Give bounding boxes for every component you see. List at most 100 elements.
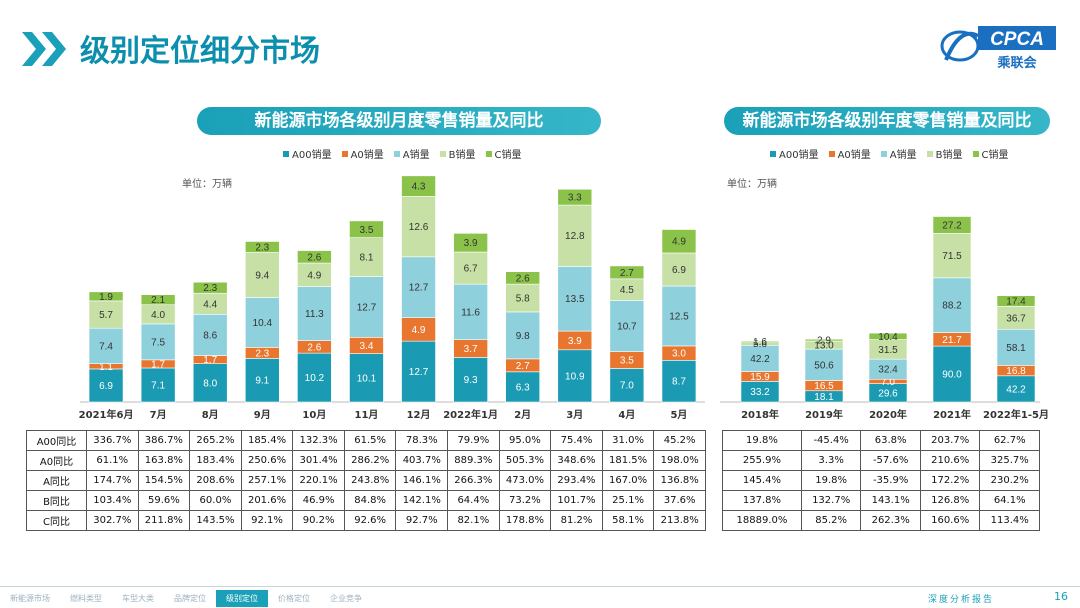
table-cell: 90.2% [292,510,345,531]
table-cell: 473.0% [498,470,552,491]
table-cell: -57.6% [860,450,921,471]
legend-b-annual: B销量 [926,146,963,161]
x-tick-label: 12月 [407,409,431,421]
data-label-a0: 2.3 [255,348,269,359]
x-tick-label: 3月 [566,409,583,421]
bar-segment-a [609,300,645,352]
table-cell: 220.1% [292,470,345,491]
table-cell: 60.0% [189,490,242,511]
data-label-c: 2.3 [255,242,269,253]
data-label-a00: 33.2 [750,387,770,398]
bar-segment-a00 [349,353,384,403]
data-label-a00: 29.6 [878,388,898,399]
bar-segment-c [996,295,1036,307]
nav-item[interactable]: 品牌定位 [174,594,206,603]
table-cell: 154.5% [137,470,191,491]
legend-a: A销量 [393,146,430,161]
data-label-b: 4.9 [307,270,321,281]
nav-item[interactable]: 价格定位 [278,594,310,603]
data-label-a: 50.6 [814,360,834,371]
x-tick-label: 5月 [670,409,687,421]
data-label-a: 10.4 [253,318,273,329]
nav-item[interactable]: 级别定位 [216,590,268,607]
table-row: 137.8% 132.7% 143.1% 126.8% 64.1% [722,490,1040,511]
table-cell: 73.2% [498,490,552,511]
data-label-b: 8.1 [360,253,374,264]
data-label-a0: 3.9 [568,336,582,347]
table-cell: 160.6% [919,510,981,531]
data-label-a: 58.1 [1006,343,1026,354]
table-cell: 146.1% [395,470,449,491]
table-cell: 213.8% [653,510,706,531]
bar-segment-c [297,250,332,264]
data-label-b: 9.4 [255,271,269,282]
legend-c: C销量 [485,146,521,161]
data-label-b: 12.8 [565,231,585,242]
bar-segment-b [661,252,697,287]
annual-stacked-bar-chart: 33.215.942.25.61.62018年18.116.550.613.02… [720,216,1049,421]
data-label-a0: 16.5 [814,381,834,392]
table-cell: 62.7% [979,430,1040,451]
data-label-a: 11.6 [461,307,480,318]
data-label-a00: 7.0 [620,381,634,392]
bar-segment-a00 [244,358,280,403]
legend-a-annual: A销量 [880,146,917,161]
footer-nav: 新能源市场 燃料类型 车型大类 品牌定位 级别定位 价格定位 企业竞争 [0,590,372,607]
data-label-a00: 10.1 [357,373,377,384]
table-row: B同比 103.4% 59.6% 60.0% 201.6% 46.9% 84.8% 142.1… [26,490,706,511]
data-label-c: 3.3 [568,193,582,204]
data-label-c: 2.7 [620,268,634,279]
data-label-c: 17.4 [1006,297,1026,308]
table-cell: 348.6% [550,450,603,471]
data-label-a00: 10.2 [305,373,325,384]
report-label: 深度分析报告 [928,595,995,605]
data-label-a0: 2.7 [516,361,530,372]
table-cell: 137.8% [722,490,802,511]
nav-item[interactable]: 车型大类 [122,594,154,603]
footer: 新能源市场 燃料类型 车型大类 品牌定位 级别定位 价格定位 企业竞争 深度分析报告 16 [0,586,1080,608]
nav-item[interactable]: 企业竞争 [330,594,362,603]
data-label-a: 88.2 [942,301,962,312]
data-label-a: 11.3 [305,309,324,320]
data-label-c: 1.9 [99,292,113,303]
data-label-a0: 4.9 [412,325,426,336]
x-tick-label: 2022年1-5月 [983,408,1049,421]
data-label-a: 32.4 [878,365,898,376]
table-cell: 84.8% [343,490,397,511]
data-label-c: 2.9 [817,336,831,347]
data-label-a0: 1.7 [203,355,217,366]
data-label-c: 27.2 [942,220,962,231]
table-cell: 167.0% [601,470,655,491]
bar-segment-c [88,291,124,302]
table-cell: 185.4% [240,430,294,451]
bar-segment-c [505,271,541,285]
data-label-a0: 16.8 [1006,366,1026,377]
table-cell: 286.2% [343,450,397,471]
row-label: A同比 [26,470,87,491]
x-tick-label: 2022年1月 [443,408,498,421]
data-label-c: 2.6 [516,273,530,284]
data-label-a0: 1.7 [151,359,165,370]
nav-item[interactable]: 新能源市场 [10,594,50,603]
data-label-a0: 3.7 [464,344,478,355]
data-label-a00: 8.7 [672,377,686,388]
x-tick-label: 2021年6月 [79,408,134,421]
data-label-a: 10.7 [617,322,637,333]
data-label-b: 36.7 [1006,313,1026,324]
bar-segment-a00 [297,352,332,403]
table-cell: 386.7% [137,430,191,451]
data-label-a0: 2.6 [307,342,321,353]
bar-segment-b [401,196,436,258]
table-cell: 3.3% [800,450,862,471]
bar-segment-a00 [661,360,697,403]
bar-segment-a [192,314,228,356]
table-cell: 92.1% [240,510,294,531]
data-label-a0: 3.4 [360,341,374,352]
nav-item[interactable]: 燃料类型 [70,594,102,603]
table-row: 18889.0% 85.2% 262.3% 160.6% 113.4% [722,510,1040,531]
data-label-a0: 3.0 [672,349,686,360]
table-cell: 64.4% [447,490,500,511]
bar-segment-a00 [557,349,593,403]
table-cell: 293.4% [550,470,603,491]
bar-segment-c [740,340,780,343]
